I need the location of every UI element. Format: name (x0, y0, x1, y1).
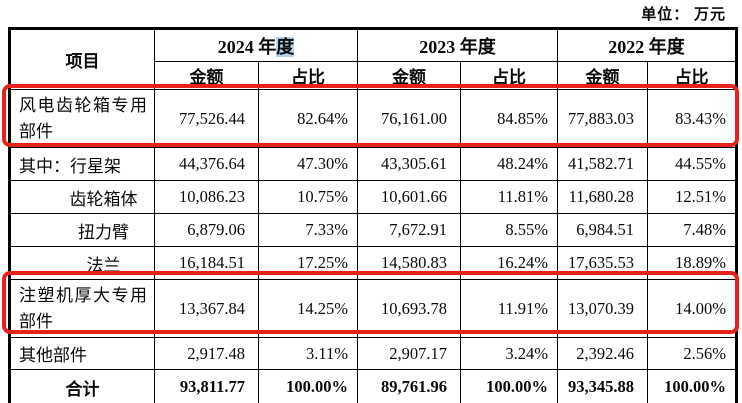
column-header-ratio-2022: 占比 (647, 61, 737, 90)
cell-amount-2022: 17,635.53 (557, 246, 648, 280)
cell-ratio-2022: 14.00% (647, 279, 737, 338)
cell-ratio-2023: 16.24% (460, 246, 558, 280)
cell-amount-2024: 13,367.84 (154, 279, 259, 338)
cell-amount-2024: 6,879.06 (154, 213, 259, 247)
cell-ratio-2022: 12.51% (647, 180, 737, 214)
table-header-years: 项目 2024 年度 2023 年度 2022 年度 (9, 28, 737, 90)
cell-amount-2022: 11,680.28 (557, 180, 648, 214)
cell-ratio-2023: 3.24% (460, 337, 558, 370)
cell-ratio-2022: 44.55% (647, 147, 737, 181)
cell-amount-2022: 41,582.71 (557, 147, 648, 181)
item-label: 其他部件 (9, 337, 155, 370)
year-2024-highlighted-char: 度 (276, 36, 295, 57)
column-header-amount-2024: 金额 (154, 61, 259, 90)
item-label: 法兰 (9, 246, 155, 280)
table-row-flange: 法兰 16,184.51 17.25% 14,580.83 16.24% 17,… (9, 246, 737, 280)
financial-table: 项目 2024 年度 2023 年度 2022 年度 金额 占比 金额 占比 金… (8, 27, 738, 403)
cell-amount-2022: 93,345.88 (557, 369, 648, 403)
cell-amount-2023: 10,693.78 (357, 279, 461, 338)
cell-ratio-2024: 47.30% (258, 147, 358, 181)
cell-ratio-2024: 82.64% (258, 89, 358, 148)
cell-ratio-2022: 2.56% (647, 337, 737, 370)
year-2023-label: 2023 年度 (419, 36, 496, 57)
cell-amount-2022: 2,392.46 (557, 337, 648, 370)
cell-amount-2023: 43,305.61 (357, 147, 461, 181)
column-header-2024: 2024 年度 (154, 28, 358, 62)
cell-amount-2024: 10,086.23 (154, 180, 259, 214)
table-row-gearbox-body: 齿轮箱体 10,086.23 10.75% 10,601.66 11.81% 1… (9, 180, 737, 214)
column-header-amount-2022: 金额 (557, 61, 648, 90)
column-header-2023: 2023 年度 (357, 28, 558, 62)
cell-ratio-2023: 84.85% (460, 89, 558, 148)
cell-amount-2024: 2,917.48 (154, 337, 259, 370)
cell-ratio-2024: 100.00% (258, 369, 358, 403)
year-2024-label: 2024 年 (217, 36, 277, 57)
item-label: 扭力臂 (9, 213, 155, 247)
table-row-wind-gearbox-parts: 风电齿轮箱专用部件 77,526.44 82.64% 76,161.00 84.… (9, 89, 737, 148)
cell-amount-2023: 76,161.00 (357, 89, 461, 148)
cell-ratio-2024: 14.25% (258, 279, 358, 338)
cell-amount-2023: 10,601.66 (357, 180, 461, 214)
column-header-amount-2023: 金额 (357, 61, 461, 90)
cell-amount-2022: 77,883.03 (557, 89, 648, 148)
cell-amount-2024: 77,526.44 (154, 89, 259, 148)
cell-ratio-2022: 7.48% (647, 213, 737, 247)
cell-ratio-2023: 100.00% (460, 369, 558, 403)
table-row-other-parts: 其他部件 2,917.48 3.11% 2,907.17 3.24% 2,392… (9, 337, 737, 370)
item-label: 合计 (9, 369, 155, 403)
cell-amount-2023: 2,907.17 (357, 337, 461, 370)
year-2022-label: 2022 年度 (608, 36, 685, 57)
table-row-planet-carrier: 其中：行星架 44,376.64 47.30% 43,305.61 48.24%… (9, 147, 737, 181)
column-header-2022: 2022 年度 (557, 28, 737, 62)
cell-ratio-2022: 18.89% (647, 246, 737, 280)
cell-amount-2023: 89,761.96 (357, 369, 461, 403)
cell-ratio-2023: 8.55% (460, 213, 558, 247)
item-label: 齿轮箱体 (9, 180, 155, 214)
cell-ratio-2024: 7.33% (258, 213, 358, 247)
unit-label: 单位： 万元 (641, 7, 726, 23)
cell-ratio-2022: 83.43% (647, 89, 737, 148)
table-row-torque-arm: 扭力臂 6,879.06 7.33% 7,672.91 8.55% 6,984.… (9, 213, 737, 247)
cell-amount-2024: 44,376.64 (154, 147, 259, 181)
cell-ratio-2024: 17.25% (258, 246, 358, 280)
cell-amount-2023: 14,580.83 (357, 246, 461, 280)
item-label: 注塑机厚大专用部件 (9, 279, 155, 338)
cell-ratio-2023: 11.91% (460, 279, 558, 338)
cell-ratio-2022: 100.00% (647, 369, 737, 403)
item-label: 风电齿轮箱专用部件 (9, 89, 155, 148)
cell-ratio-2024: 3.11% (258, 337, 358, 370)
cell-amount-2023: 7,672.91 (357, 213, 461, 247)
table-row-injection-molding-parts: 注塑机厚大专用部件 13,367.84 14.25% 10,693.78 11.… (9, 279, 737, 338)
table-row-total: 合计 93,811.77 100.00% 89,761.96 100.00% 9… (9, 369, 737, 403)
cell-amount-2022: 13,070.39 (557, 279, 648, 338)
column-header-ratio-2023: 占比 (460, 61, 558, 90)
column-header-ratio-2024: 占比 (258, 61, 358, 90)
cell-ratio-2023: 11.81% (460, 180, 558, 214)
cell-ratio-2024: 10.75% (258, 180, 358, 214)
cell-amount-2024: 16,184.51 (154, 246, 259, 280)
cell-ratio-2023: 48.24% (460, 147, 558, 181)
column-header-item: 项目 (9, 28, 155, 90)
cell-amount-2022: 6,984.51 (557, 213, 648, 247)
cell-amount-2024: 93,811.77 (154, 369, 259, 403)
item-label: 其中：行星架 (9, 147, 155, 181)
